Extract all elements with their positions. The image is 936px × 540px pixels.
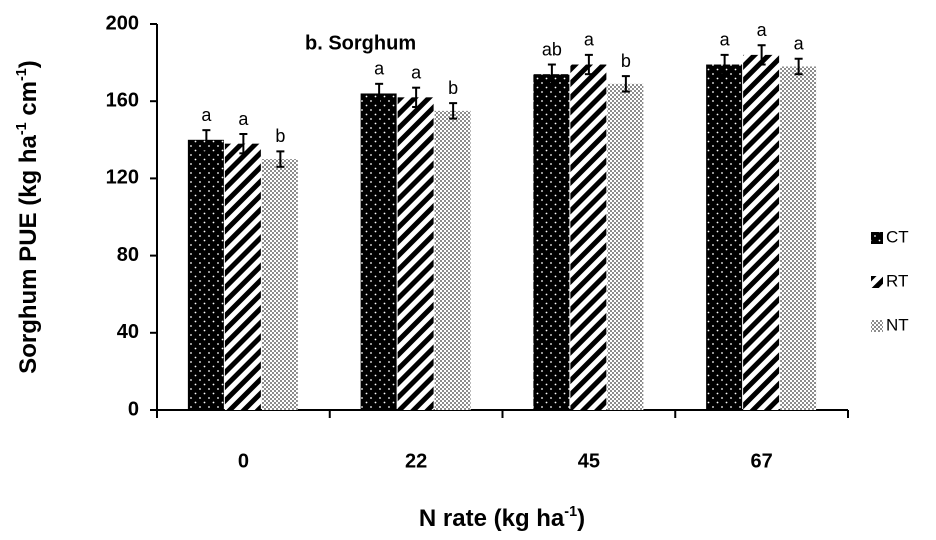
bar xyxy=(706,64,743,410)
significance-label: a xyxy=(584,30,595,50)
significance-label: b xyxy=(448,78,458,98)
y-axis-label-part: -1 xyxy=(14,122,30,135)
bar xyxy=(187,139,224,411)
significance-label: a xyxy=(794,33,805,53)
y-tick-label: 0 xyxy=(128,398,139,420)
legend-label: RT xyxy=(886,271,908,290)
bar xyxy=(607,83,644,410)
x-axis-label-part: -1 xyxy=(564,504,577,520)
bar xyxy=(360,93,397,410)
legend-label: CT xyxy=(886,227,909,246)
x-axis-label-part: N rate (kg ha xyxy=(419,505,565,532)
chart-title: b. Sorghum xyxy=(305,32,416,54)
x-tick-label: 0 xyxy=(238,450,249,472)
error-bar xyxy=(621,75,630,93)
bar xyxy=(533,74,570,411)
x-tick-label: 45 xyxy=(578,450,600,472)
significance-label: a xyxy=(374,59,385,79)
bar xyxy=(224,143,261,410)
error-bar xyxy=(449,102,458,120)
legend-swatch xyxy=(871,276,883,288)
bar xyxy=(780,66,817,411)
y-tick-label: 120 xyxy=(106,167,139,189)
legend-label: NT xyxy=(886,315,909,334)
y-tick-label: 80 xyxy=(117,244,139,266)
error-bar xyxy=(547,63,556,85)
y-axis-label-part: cm xyxy=(15,81,42,122)
error-bar xyxy=(202,129,211,151)
y-axis-label-part: -1 xyxy=(14,68,30,81)
error-bar xyxy=(584,53,593,76)
y-tick-label: 40 xyxy=(117,321,139,343)
significance-label: a xyxy=(201,105,212,125)
x-axis-label-part: ) xyxy=(577,505,585,532)
y-axis-label-part: ) xyxy=(15,60,42,68)
significance-label: a xyxy=(411,62,422,82)
significance-label: ab xyxy=(542,39,562,59)
bar xyxy=(261,159,298,410)
error-bar xyxy=(412,86,421,108)
bar xyxy=(434,110,471,410)
legend-swatch xyxy=(871,232,883,244)
bar xyxy=(570,64,607,410)
error-bar xyxy=(276,150,285,168)
error-bar xyxy=(794,57,803,76)
significance-label: b xyxy=(621,51,631,71)
significance-label: a xyxy=(720,30,731,50)
x-axis-label: N rate (kg ha-1) xyxy=(419,504,585,533)
y-axis-label: Sorghum PUE (kg ha-1 cm-1) xyxy=(14,60,43,374)
significance-label: a xyxy=(757,20,768,40)
x-tick-label: 22 xyxy=(405,450,427,472)
y-tick-label: 160 xyxy=(106,89,139,111)
significance-label: a xyxy=(238,109,249,129)
x-tick-label: 67 xyxy=(751,450,773,472)
bar xyxy=(743,54,780,410)
y-axis-label-part: Sorghum PUE (kg ha xyxy=(15,134,42,373)
error-bar xyxy=(375,82,384,105)
legend-swatch xyxy=(871,320,883,332)
significance-label: b xyxy=(275,126,285,146)
y-tick-label: 200 xyxy=(106,12,139,34)
error-bar xyxy=(757,44,766,66)
error-bar xyxy=(720,53,729,76)
bar xyxy=(397,97,434,410)
error-bar xyxy=(239,133,248,155)
